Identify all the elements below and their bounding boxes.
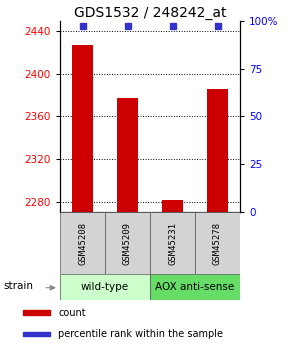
Text: GSM45208: GSM45208 xyxy=(78,222,87,265)
Bar xyxy=(72,45,93,212)
Bar xyxy=(207,89,228,212)
Bar xyxy=(150,212,195,274)
Bar xyxy=(23,332,50,336)
Bar xyxy=(150,274,240,300)
Bar xyxy=(60,212,105,274)
Text: count: count xyxy=(58,308,86,318)
Text: wild-type: wild-type xyxy=(81,282,129,292)
Bar xyxy=(23,310,50,315)
Text: GSM45231: GSM45231 xyxy=(168,222,177,265)
Bar xyxy=(162,200,183,212)
Text: percentile rank within the sample: percentile rank within the sample xyxy=(58,329,223,339)
Text: GSM45278: GSM45278 xyxy=(213,222,222,265)
Text: strain: strain xyxy=(3,281,33,291)
Text: AOX anti-sense: AOX anti-sense xyxy=(155,282,235,292)
Bar xyxy=(117,98,138,212)
Title: GDS1532 / 248242_at: GDS1532 / 248242_at xyxy=(74,6,226,20)
Bar xyxy=(60,274,150,300)
Text: GSM45209: GSM45209 xyxy=(123,222,132,265)
Bar xyxy=(105,212,150,274)
Bar xyxy=(195,212,240,274)
